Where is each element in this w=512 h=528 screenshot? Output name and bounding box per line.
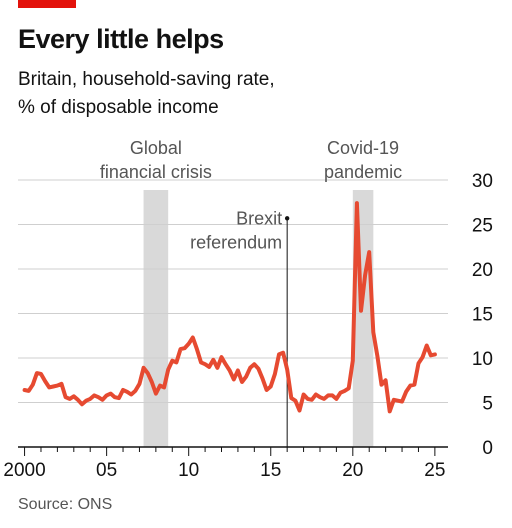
y-tick-label-20: 20	[472, 260, 493, 281]
x-tick-label-25: 25	[424, 460, 445, 481]
x-tick-label-2000: 2000	[3, 460, 45, 481]
annotation-1-label-1: Brexit	[236, 208, 282, 228]
y-tick-label-10: 10	[472, 349, 493, 370]
annotation-1-dot	[284, 216, 290, 221]
shaded-period-1-label-1: Global	[130, 138, 182, 158]
shaded-period-2-label-2: pandemic	[324, 162, 402, 182]
brand-accent-bar	[18, 0, 76, 8]
shaded-period-2-label-1: Covid-19	[327, 138, 399, 158]
source-note: Source: ONS	[18, 496, 113, 513]
x-tick-label-20: 20	[342, 460, 363, 481]
chart-title: Every little helps	[18, 24, 224, 54]
x-tick-label-05: 05	[96, 460, 117, 481]
x-tick-label-15: 15	[260, 460, 281, 481]
subtitle-line-2: % of disposable income	[18, 97, 219, 118]
series-line-layer	[22, 201, 437, 414]
gridlines	[18, 179, 448, 403]
x-tick-label-10: 10	[178, 460, 199, 481]
series-line-1	[22, 201, 437, 414]
annotations: Global financial crisis Covid-19 pandemic Br…	[100, 138, 402, 447]
shaded-period-1	[143, 190, 169, 447]
annotation-1-label-2: referendum	[190, 232, 282, 252]
y-tick-label-30: 30	[472, 171, 493, 192]
y-tick-label-5: 5	[482, 394, 493, 415]
shaded-periods	[143, 190, 374, 447]
shaded-period-1-label-2: financial crisis	[100, 162, 212, 182]
y-tick-label-15: 15	[472, 305, 493, 326]
chart-subtitle: Britain, household-saving rate, % of dis…	[18, 66, 275, 122]
y-tick-label-25: 25	[472, 216, 493, 237]
subtitle-line-1: Britain, household-saving rate,	[18, 69, 275, 90]
y-tick-label-0: 0	[482, 438, 493, 459]
